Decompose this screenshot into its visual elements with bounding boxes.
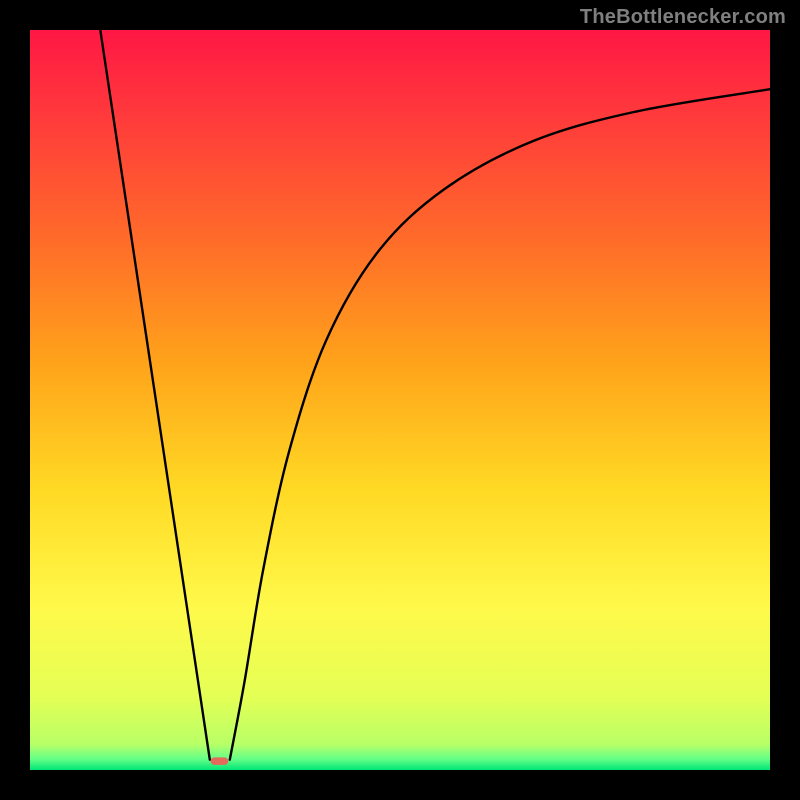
watermark-text: TheBottlenecker.com xyxy=(580,6,786,29)
minimum-marker xyxy=(211,757,229,764)
chart-svg xyxy=(0,0,800,800)
frame-right xyxy=(770,0,800,800)
frame-left xyxy=(0,0,30,800)
gradient-background xyxy=(30,30,770,770)
frame-bottom xyxy=(0,770,800,800)
